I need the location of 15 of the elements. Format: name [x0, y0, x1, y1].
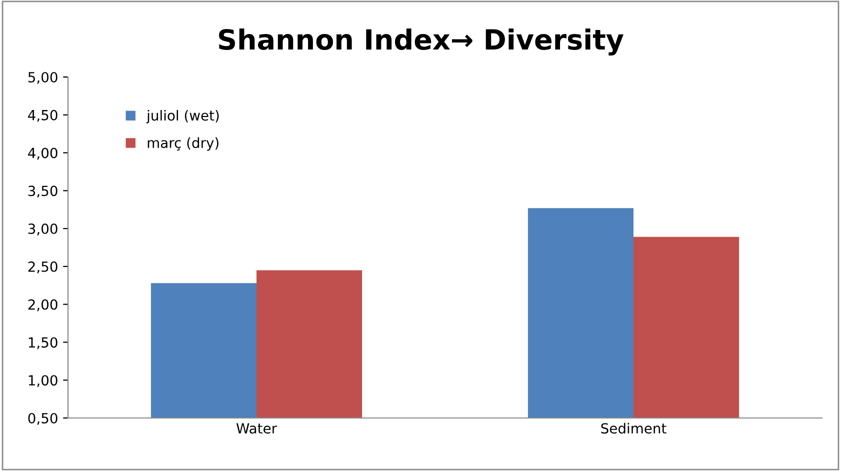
y-tick-label: 4,00: [28, 148, 58, 160]
legend-label: març (dry): [148, 137, 218, 151]
legend-label: juliol (wet): [146, 110, 219, 124]
x-tick-label: Sediment: [601, 422, 666, 434]
y-tick-label: 2,50: [28, 261, 58, 274]
y-tick-label: 3,50: [28, 186, 58, 198]
chart-title: Shannon Index→ Diversity: [219, 28, 624, 56]
x-tick-label: Water: [236, 423, 278, 434]
y-tick-label: 1,00: [28, 375, 58, 387]
y-tick-label: 4,50: [28, 110, 58, 122]
y-tick-label: 0,50: [28, 412, 58, 425]
y-tick-label: 3,00: [28, 224, 58, 236]
y-tick-label: 2,00: [28, 299, 58, 312]
y-tick-label: 1,50: [28, 337, 58, 350]
y-tick-label: 5,00: [28, 72, 58, 84]
